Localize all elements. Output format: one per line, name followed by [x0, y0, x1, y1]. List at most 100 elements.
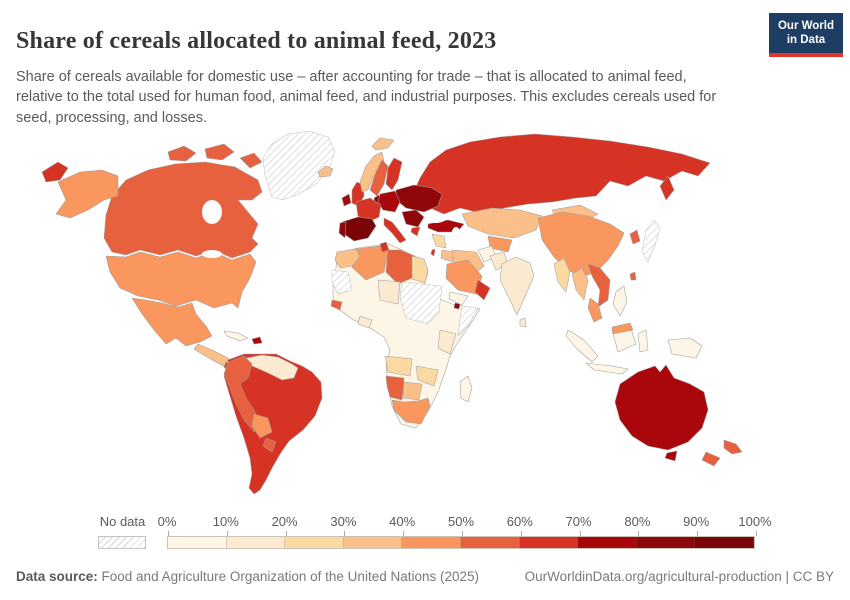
legend-tick-mark — [226, 531, 228, 536]
legend-no-data-label: No data — [99, 514, 146, 529]
legend-bin[interactable] — [695, 537, 754, 548]
great-lakes — [202, 250, 222, 258]
owid-logo[interactable]: Our World in Data — [769, 13, 843, 58]
country-namibia[interactable] — [385, 375, 405, 401]
country-india[interactable] — [499, 256, 535, 316]
country-ghana[interactable] — [357, 315, 373, 329]
country-bolivia[interactable] — [251, 413, 273, 439]
legend-bin[interactable] — [636, 537, 696, 548]
country-myanmar[interactable] — [553, 257, 571, 293]
legend-bin[interactable] — [343, 537, 403, 548]
country-china[interactable] — [537, 211, 625, 278]
country-balkans[interactable] — [401, 209, 425, 228]
country-greenland[interactable] — [262, 130, 336, 201]
hudson-bay — [202, 200, 222, 224]
country-southern-cone[interactable] — [223, 353, 323, 495]
country-kenya-tanzania[interactable] — [437, 329, 457, 355]
legend-no-data-swatch[interactable] — [98, 536, 146, 549]
country-senegal[interactable] — [330, 299, 343, 311]
country-russia-chukotka[interactable] — [41, 161, 69, 183]
country-djibouti[interactable] — [453, 302, 461, 310]
country-new-guinea[interactable] — [667, 337, 703, 359]
owid-link[interactable]: OurWorldinData.org/agricultural-producti… — [524, 569, 834, 584]
chart-subtitle: Share of cereals available for domestic … — [16, 68, 717, 126]
country-egypt[interactable] — [411, 255, 429, 284]
country-japan[interactable] — [641, 219, 661, 263]
country-usa[interactable] — [105, 251, 257, 309]
legend-bin[interactable] — [578, 537, 637, 548]
country-portugal[interactable] — [338, 221, 347, 239]
country-tasmania[interactable] — [664, 450, 678, 462]
country-sri-lanka[interactable] — [519, 317, 527, 328]
legend-bin[interactable] — [519, 537, 579, 548]
legend-bin[interactable] — [285, 537, 344, 548]
country-iceland[interactable] — [317, 165, 334, 178]
country-iraq[interactable] — [440, 249, 455, 263]
country-levant[interactable] — [431, 233, 447, 249]
country-angola[interactable] — [384, 355, 413, 377]
country-paraguay[interactable] — [262, 437, 277, 453]
country-cuba[interactable] — [223, 330, 249, 342]
country-israel[interactable] — [430, 248, 436, 257]
country-oman[interactable] — [474, 279, 491, 301]
country-svalbard[interactable] — [371, 137, 395, 151]
country-finland[interactable] — [385, 157, 403, 191]
country-java[interactable] — [585, 362, 629, 375]
country-madagascar[interactable] — [459, 375, 473, 403]
data-source: Data source: Food and Agriculture Organi… — [16, 569, 479, 584]
legend-tick-label: 20% — [271, 514, 298, 529]
country-sudan[interactable] — [399, 281, 443, 325]
legend-tick-mark — [285, 531, 287, 536]
country-south-korea[interactable] — [629, 229, 641, 245]
country-italy[interactable] — [383, 217, 407, 244]
country-philippines[interactable] — [612, 285, 628, 317]
country-yemen[interactable] — [448, 291, 469, 306]
country-sulawesi[interactable] — [637, 329, 649, 353]
country-canada-arctic-islands[interactable] — [167, 143, 263, 169]
country-hispaniola[interactable] — [251, 336, 263, 345]
country-ireland[interactable] — [341, 193, 352, 207]
country-new-zealand-north[interactable] — [723, 439, 743, 455]
legend-bin[interactable] — [226, 537, 286, 548]
legend-tick-mark — [462, 531, 463, 536]
country-central-asia[interactable] — [487, 235, 513, 253]
country-mexico[interactable] — [131, 297, 213, 347]
country-south-africa[interactable] — [391, 397, 431, 425]
legend-tick-mark — [168, 531, 169, 536]
country-saudi-arabia[interactable] — [445, 259, 483, 295]
country-australia[interactable] — [614, 364, 709, 451]
country-russia-kamchatka[interactable] — [659, 175, 675, 201]
legend-tick-label: 40% — [389, 514, 416, 529]
country-mauritania[interactable] — [331, 269, 353, 295]
legend-tick-mark — [520, 531, 522, 536]
country-taiwan[interactable] — [629, 271, 637, 281]
country-greece[interactable] — [410, 226, 421, 237]
legend-tick-label: 80% — [624, 514, 651, 529]
country-venezuela-guyanas[interactable] — [245, 354, 299, 381]
legend-tick-mark — [579, 531, 581, 536]
legend-tick-mark — [697, 531, 699, 536]
country-central-europe[interactable] — [377, 190, 401, 213]
country-niger-chad[interactable] — [377, 279, 401, 305]
legend-bin[interactable] — [402, 537, 461, 548]
caspian-sea — [451, 227, 461, 247]
country-botswana[interactable] — [402, 381, 423, 401]
country-kazakhstan[interactable] — [461, 207, 543, 239]
chart-footer: Data source: Food and Agriculture Organi… — [16, 569, 834, 584]
country-france[interactable] — [355, 197, 382, 223]
country-usa-alaska[interactable] — [55, 169, 119, 219]
country-thailand[interactable] — [571, 267, 589, 301]
world-choropleth-map — [41, 130, 743, 495]
country-sumatra[interactable] — [565, 329, 599, 363]
country-canada[interactable] — [103, 161, 263, 259]
country-malay-peninsula[interactable] — [587, 297, 603, 323]
country-somalia[interactable] — [457, 305, 479, 337]
country-vietnam[interactable] — [587, 263, 611, 308]
country-new-zealand-south[interactable] — [701, 451, 721, 467]
country-russia[interactable] — [411, 133, 711, 215]
country-malaysia-borneo[interactable] — [611, 322, 634, 335]
country-spain[interactable] — [341, 216, 377, 242]
legend-bin[interactable] — [460, 537, 520, 548]
country-zambia-zimbabwe[interactable] — [415, 365, 439, 387]
legend-bin[interactable] — [168, 537, 227, 548]
